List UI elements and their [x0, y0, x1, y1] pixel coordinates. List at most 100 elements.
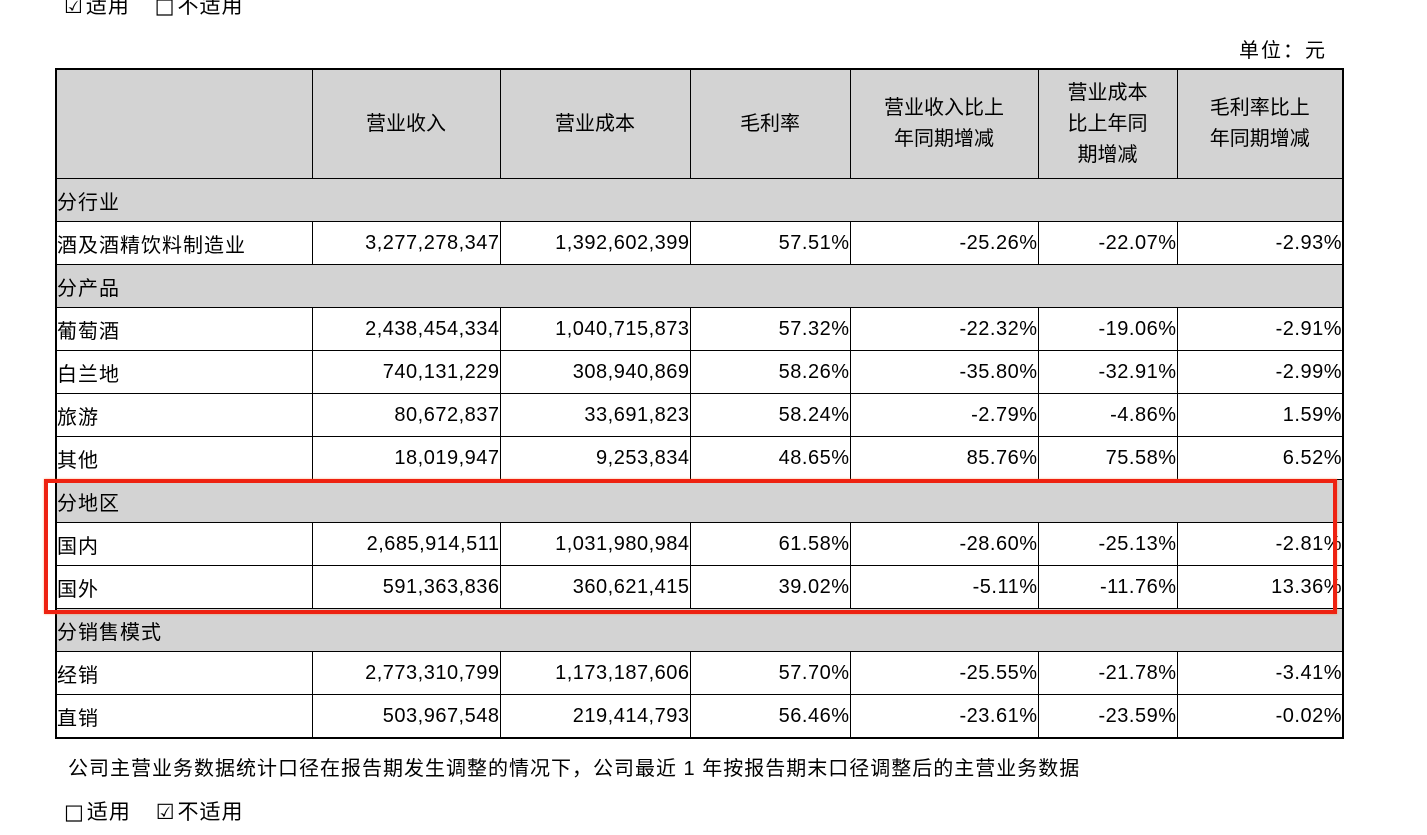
- table-row: 国内 2,685,914,511 1,031,980,984 61.58% -2…: [55, 522, 1344, 566]
- table-row: 经销 2,773,310,799 1,173,187,606 57.70% -2…: [55, 651, 1344, 695]
- margin-cell: 58.24%: [689, 393, 851, 437]
- bottom-applicability-line: □适用 ☑不适用: [64, 796, 262, 826]
- checkbox-checked-icon: ☑: [155, 800, 176, 824]
- revenue-yoy-cell: 85.76%: [849, 436, 1039, 480]
- bottom-applicable-option: □适用: [64, 800, 131, 824]
- table-header-row: 营业收入 营业成本 毛利率 营业收入比上 年同期增减 营业成本 比上年同 期增减…: [55, 68, 1344, 179]
- cost-yoy-cell: -21.78%: [1037, 651, 1178, 695]
- cost-cell: 308,940,869: [499, 350, 691, 394]
- cost-cell: 360,621,415: [499, 565, 691, 609]
- margin-cell: 39.02%: [689, 565, 851, 609]
- table-row: 旅游 80,672,837 33,691,823 58.24% -2.79% -…: [55, 393, 1344, 437]
- revenue-yoy-cell: -5.11%: [849, 565, 1039, 609]
- checkbox-checked-icon: ☑: [64, 0, 84, 18]
- margin-yoy-cell: -2.93%: [1176, 221, 1344, 265]
- row-label: 其他: [55, 436, 313, 480]
- checkbox-unchecked-icon: □: [154, 0, 176, 18]
- margin-yoy-cell: 6.52%: [1176, 436, 1344, 480]
- revenue-yoy-cell: -2.79%: [849, 393, 1039, 437]
- row-label: 葡萄酒: [55, 307, 313, 351]
- table-row: 国外 591,363,836 360,621,415 39.02% -5.11%…: [55, 565, 1344, 609]
- section-row-sales-model: 分销售模式: [55, 608, 1344, 652]
- bottom-not-applicable-label: 不适用: [177, 801, 244, 824]
- cost-yoy-cell: -11.76%: [1037, 565, 1178, 609]
- row-label: 国外: [55, 565, 313, 609]
- revenue-cell: 503,967,548: [311, 694, 501, 739]
- header-cost: 营业成本: [499, 68, 691, 179]
- revenue-yoy-cell: -28.60%: [849, 522, 1039, 566]
- cost-cell: 33,691,823: [499, 393, 691, 437]
- top-applicable-label: 适用: [85, 0, 130, 18]
- margin-cell: 57.51%: [689, 221, 851, 265]
- revenue-cell: 18,019,947: [311, 436, 501, 480]
- margin-cell: 56.46%: [689, 694, 851, 739]
- margin-cell: 48.65%: [689, 436, 851, 480]
- bottom-not-applicable-option: ☑不适用: [155, 800, 244, 824]
- revenue-cell: 80,672,837: [311, 393, 501, 437]
- section-row-product: 分产品: [55, 264, 1344, 308]
- margin-cell: 57.32%: [689, 307, 851, 351]
- bottom-applicable-label: 适用: [86, 801, 131, 824]
- revenue-cell: 2,773,310,799: [311, 651, 501, 695]
- row-label: 经销: [55, 651, 313, 695]
- header-margin: 毛利率: [689, 68, 851, 179]
- cost-cell: 9,253,834: [499, 436, 691, 480]
- revenue-yoy-cell: -25.55%: [849, 651, 1039, 695]
- table-row: 葡萄酒 2,438,454,334 1,040,715,873 57.32% -…: [55, 307, 1344, 351]
- cost-yoy-cell: -32.91%: [1037, 350, 1178, 394]
- table-row: 其他 18,019,947 9,253,834 48.65% 85.76% 75…: [55, 436, 1344, 480]
- margin-yoy-cell: -3.41%: [1176, 651, 1344, 695]
- cost-yoy-cell: -19.06%: [1037, 307, 1178, 351]
- cost-cell: 219,414,793: [499, 694, 691, 739]
- revenue-cell: 2,685,914,511: [311, 522, 501, 566]
- section-row-region: 分地区: [55, 479, 1344, 523]
- margin-yoy-cell: -2.91%: [1176, 307, 1344, 351]
- main-business-table: 营业收入 营业成本 毛利率 营业收入比上 年同期增减 营业成本 比上年同 期增减…: [55, 68, 1344, 739]
- row-label: 旅游: [55, 393, 313, 437]
- margin-yoy-cell: 1.59%: [1176, 393, 1344, 437]
- cost-yoy-cell: -4.86%: [1037, 393, 1178, 437]
- revenue-cell: 3,277,278,347: [311, 221, 501, 265]
- revenue-yoy-cell: -23.61%: [849, 694, 1039, 739]
- cost-cell: 1,040,715,873: [499, 307, 691, 351]
- cost-yoy-cell: -25.13%: [1037, 522, 1178, 566]
- margin-yoy-cell: 13.36%: [1176, 565, 1344, 609]
- cost-cell: 1,173,187,606: [499, 651, 691, 695]
- revenue-yoy-cell: -35.80%: [849, 350, 1039, 394]
- header-cost-yoy: 营业成本 比上年同 期增减: [1037, 68, 1178, 179]
- margin-yoy-cell: -0.02%: [1176, 694, 1344, 739]
- table-row: 白兰地 740,131,229 308,940,869 58.26% -35.8…: [55, 350, 1344, 394]
- footer-note: 公司主营业务数据统计口径在报告期发生调整的情况下，公司最近 1 年按报告期末口径…: [68, 758, 1081, 780]
- top-not-applicable-label: 不适用: [177, 0, 244, 18]
- section-row-industry: 分行业: [55, 178, 1344, 222]
- section-label: 分产品: [55, 264, 1344, 308]
- margin-cell: 57.70%: [689, 651, 851, 695]
- section-label: 分地区: [55, 479, 1344, 523]
- row-label: 直销: [55, 694, 313, 739]
- revenue-cell: 740,131,229: [311, 350, 501, 394]
- cost-cell: 1,031,980,984: [499, 522, 691, 566]
- checkbox-unchecked-icon: □: [64, 800, 85, 824]
- revenue-yoy-cell: -22.32%: [849, 307, 1039, 351]
- header-revenue-yoy: 营业收入比上 年同期增减: [849, 68, 1039, 179]
- top-applicable-option: ☑适用: [64, 0, 130, 18]
- margin-cell: 61.58%: [689, 522, 851, 566]
- revenue-cell: 2,438,454,334: [311, 307, 501, 351]
- margin-yoy-cell: -2.81%: [1176, 522, 1344, 566]
- header-category-cell: [55, 68, 313, 179]
- section-label: 分销售模式: [55, 608, 1344, 652]
- cost-cell: 1,392,602,399: [499, 221, 691, 265]
- margin-cell: 58.26%: [689, 350, 851, 394]
- table-row: 酒及酒精饮料制造业 3,277,278,347 1,392,602,399 57…: [55, 221, 1344, 265]
- row-label: 酒及酒精饮料制造业: [55, 221, 313, 265]
- header-revenue: 营业收入: [311, 68, 501, 179]
- row-label: 国内: [55, 522, 313, 566]
- margin-yoy-cell: -2.99%: [1176, 350, 1344, 394]
- revenue-yoy-cell: -25.26%: [849, 221, 1039, 265]
- cost-yoy-cell: -23.59%: [1037, 694, 1178, 739]
- revenue-cell: 591,363,836: [311, 565, 501, 609]
- section-label: 分行业: [55, 178, 1344, 222]
- top-applicability-line: ☑适用 □不适用: [64, 0, 262, 20]
- header-margin-yoy: 毛利率比上 年同期增减: [1176, 68, 1344, 179]
- cost-yoy-cell: -22.07%: [1037, 221, 1178, 265]
